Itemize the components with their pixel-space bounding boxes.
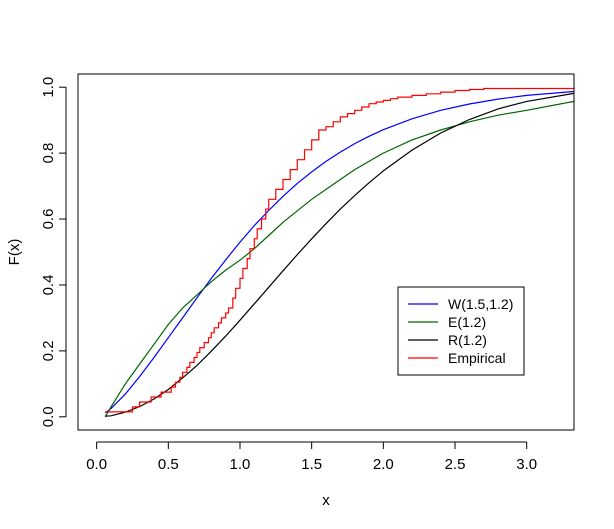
legend-entry-label: R(1.2) <box>448 332 487 348</box>
series-line-r-1-2 <box>105 92 574 417</box>
x-tick-label: 2.0 <box>373 456 394 473</box>
legend: W(1.5,1.2) E(1.2) R(1.2) Empirical <box>397 286 525 376</box>
x-axis: 0.0 0.5 1.0 1.5 2.0 2.5 3.0 <box>86 441 537 473</box>
y-axis-label: F(x) <box>6 239 23 266</box>
legend-entry-label: E(1.2) <box>448 314 486 330</box>
x-axis-label: x <box>322 492 330 509</box>
y-tick-label: 1.0 <box>40 77 57 98</box>
legend-entry-label: W(1.5,1.2) <box>448 296 513 312</box>
y-axis: 0.0 0.2 0.4 0.6 0.8 1.0 <box>40 77 67 427</box>
y-tick-label: 0.0 <box>40 406 57 427</box>
legend-entry-label: Empirical <box>448 350 506 366</box>
x-tick-label: 0.5 <box>158 456 179 473</box>
plot-frame <box>77 73 575 431</box>
series-line-empirical <box>105 87 574 413</box>
legend-box <box>397 286 525 376</box>
series-line-w-1-5-1-2 <box>104 90 574 414</box>
x-tick-label: 2.5 <box>445 456 466 473</box>
y-tick-label: 0.2 <box>40 340 57 361</box>
x-tick-label: 0.0 <box>86 456 107 473</box>
x-tick-label: 1.0 <box>230 456 251 473</box>
x-tick-label: 3.0 <box>516 456 537 473</box>
y-tick-label: 0.4 <box>40 275 57 296</box>
y-tick-label: 0.8 <box>40 143 57 164</box>
y-tick-label: 0.6 <box>40 209 57 230</box>
series-line-e-1-2 <box>104 100 574 418</box>
plot-area <box>104 87 574 418</box>
x-tick-label: 1.5 <box>301 456 322 473</box>
